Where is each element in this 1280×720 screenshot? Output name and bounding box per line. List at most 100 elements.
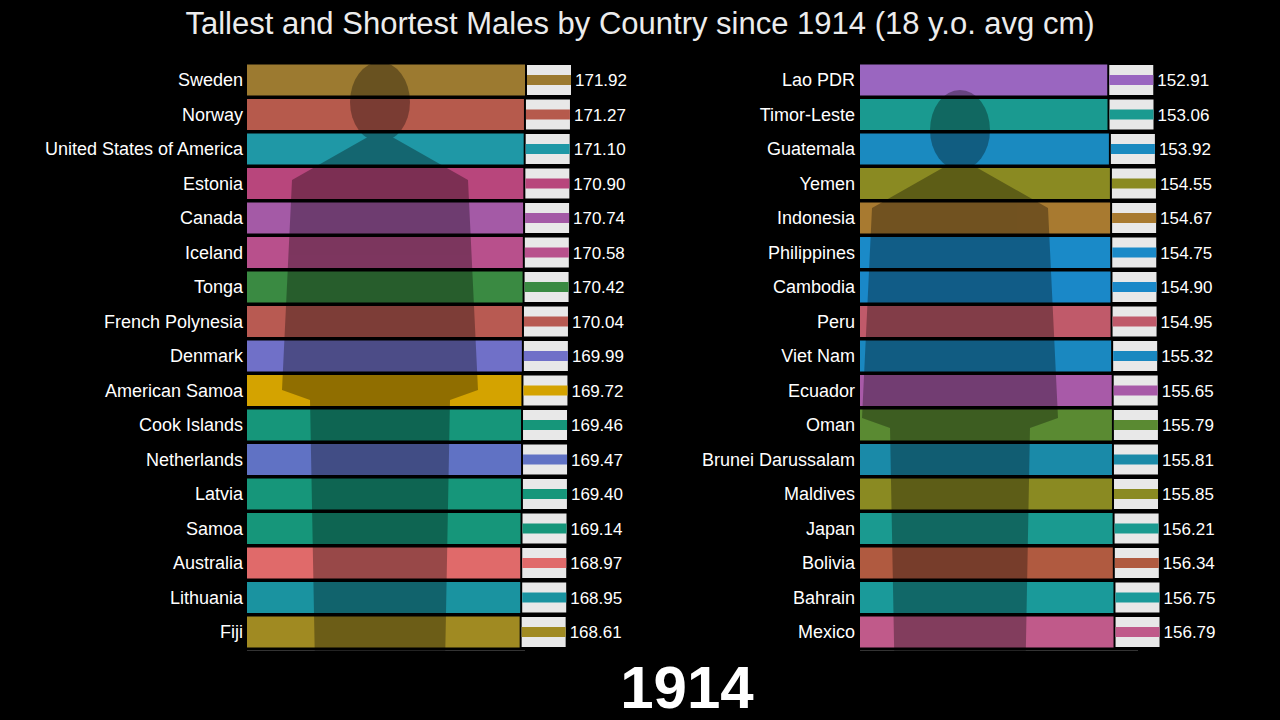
data-label: 153.06 <box>1158 106 1210 125</box>
category-label: Samoa <box>186 519 244 539</box>
flag-icon <box>1110 100 1154 130</box>
category-label: Brunei Darussalam <box>702 450 855 470</box>
data-label: 170.90 <box>573 175 625 194</box>
category-label: Indonesia <box>777 208 856 228</box>
category-label: Iceland <box>185 243 243 263</box>
data-label: 155.65 <box>1162 382 1214 401</box>
data-label: 171.27 <box>574 106 626 125</box>
category-label: Guatemala <box>767 139 856 159</box>
data-label: 155.32 <box>1161 347 1213 366</box>
data-label: 170.04 <box>572 313 624 332</box>
flag-icon <box>525 272 569 302</box>
flag-icon <box>1114 410 1158 440</box>
category-label: French Polynesia <box>104 312 244 332</box>
flag-icon <box>524 307 568 337</box>
data-label: 169.47 <box>571 451 623 470</box>
data-label: 155.79 <box>1162 416 1214 435</box>
category-label: Cook Islands <box>139 415 243 435</box>
data-label: 154.67 <box>1160 209 1212 228</box>
data-label: 156.79 <box>1164 623 1216 642</box>
flag-icon <box>1115 514 1159 544</box>
category-label: Viet Nam <box>781 346 855 366</box>
silhouette <box>282 62 478 720</box>
data-label: 169.14 <box>571 520 623 539</box>
data-label: 155.85 <box>1162 485 1214 504</box>
silhouette <box>862 90 1058 720</box>
category-label: Lao PDR <box>782 70 855 90</box>
flag-icon <box>526 134 570 164</box>
category-label: Bahrain <box>793 588 855 608</box>
category-label: Australia <box>173 553 244 573</box>
category-label: Fiji <box>220 622 243 642</box>
flag-icon <box>523 376 567 406</box>
data-label: 168.61 <box>570 623 622 642</box>
flag-icon <box>522 548 566 578</box>
category-label: Lithuania <box>170 588 244 608</box>
flag-icon <box>522 583 566 613</box>
category-label: Netherlands <box>146 450 243 470</box>
category-label: Tonga <box>194 277 244 297</box>
data-label: 168.95 <box>570 589 622 608</box>
flag-icon <box>1112 272 1156 302</box>
category-label: Sweden <box>178 70 243 90</box>
category-label: Peru <box>817 312 855 332</box>
category-label: Cambodia <box>773 277 856 297</box>
flag-icon <box>1112 203 1156 233</box>
data-label: 156.34 <box>1163 554 1215 573</box>
chart-canvas: Tallest and Shortest Males by Country si… <box>0 0 1280 720</box>
data-label: 153.92 <box>1159 140 1211 159</box>
flag-icon <box>1115 548 1159 578</box>
year-label: 1914 <box>620 654 754 720</box>
data-label: 155.81 <box>1162 451 1214 470</box>
data-label: 169.46 <box>571 416 623 435</box>
category-label: Estonia <box>183 174 244 194</box>
data-label: 169.40 <box>571 485 623 504</box>
data-label: 154.95 <box>1161 313 1213 332</box>
data-label: 156.21 <box>1163 520 1215 539</box>
data-label: 171.92 <box>575 71 627 90</box>
category-label: United States of America <box>45 139 244 159</box>
flag-icon <box>1112 238 1156 268</box>
category-label: Mexico <box>798 622 855 642</box>
category-label: American Samoa <box>105 381 244 401</box>
category-label: Philippines <box>768 243 855 263</box>
data-label: 154.75 <box>1160 244 1212 263</box>
category-label: Timor-Leste <box>760 105 855 125</box>
category-label: Denmark <box>170 346 244 366</box>
category-label: Yemen <box>800 174 855 194</box>
flag-icon <box>525 169 569 199</box>
flag-icon <box>1113 307 1157 337</box>
flag-icon <box>527 65 571 95</box>
flag-icon <box>1111 134 1155 164</box>
category-label: Maldives <box>784 484 855 504</box>
chart-title: Tallest and Shortest Males by Country si… <box>185 6 1094 41</box>
data-label: 170.74 <box>573 209 625 228</box>
data-label: 171.10 <box>574 140 626 159</box>
bar-panel: Sweden171.92Norway171.27United States of… <box>45 62 627 720</box>
background <box>0 0 1280 720</box>
data-label: 152.91 <box>1157 71 1209 90</box>
flag-icon <box>523 410 567 440</box>
data-label: 170.58 <box>573 244 625 263</box>
flag-icon <box>1114 479 1158 509</box>
category-label: Bolivia <box>802 553 856 573</box>
data-label: 154.90 <box>1160 278 1212 297</box>
flag-icon <box>1113 341 1157 371</box>
flag-icon <box>1114 445 1158 475</box>
data-label: 168.97 <box>570 554 622 573</box>
flag-icon <box>1116 617 1160 647</box>
data-label: 170.42 <box>573 278 625 297</box>
flag-icon <box>522 617 566 647</box>
bar-panel: Lao PDR 152.91 Timor-Leste 153.06 Guatemala 1… <box>702 65 1216 720</box>
category-label: Oman <box>806 415 855 435</box>
category-label: Japan <box>806 519 855 539</box>
data-label: 156.75 <box>1163 589 1215 608</box>
flag-icon <box>1114 376 1158 406</box>
flag-icon <box>526 100 570 130</box>
category-label: Ecuador <box>788 381 855 401</box>
flag-icon <box>524 341 568 371</box>
flag-icon <box>523 445 567 475</box>
data-label: 169.99 <box>572 347 624 366</box>
category-label: Latvia <box>195 484 244 504</box>
data-label: 154.55 <box>1160 175 1212 194</box>
